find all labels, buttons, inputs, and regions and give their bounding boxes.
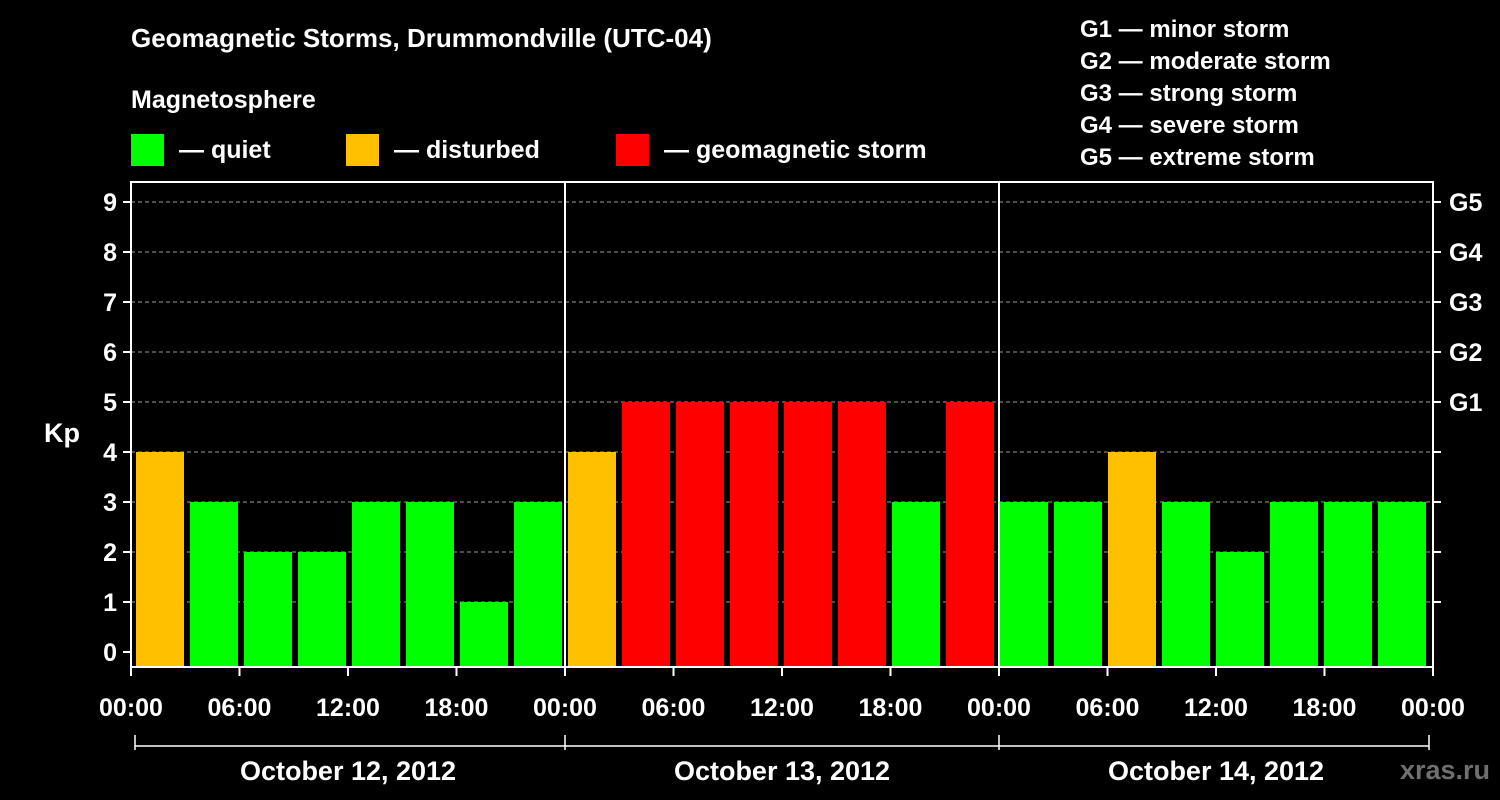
bar-1 — [190, 502, 238, 667]
bar-10 — [676, 402, 724, 667]
xtick-label-0: 00:00 — [99, 694, 163, 722]
bar-5 — [406, 502, 454, 667]
bar-12 — [784, 402, 832, 667]
bar-3 — [298, 552, 346, 667]
ytick-label-4: 4 — [103, 439, 117, 467]
right-label-g3: G3 — [1449, 289, 1482, 317]
bar-9 — [622, 402, 670, 667]
xtick-label-11: 18:00 — [1293, 694, 1357, 722]
bar-23 — [1378, 502, 1426, 667]
xtick-label-10: 12:00 — [1184, 694, 1248, 722]
legend-swatch-storm — [616, 134, 649, 166]
bar-14 — [892, 502, 940, 667]
xtick-label-2: 12:00 — [316, 694, 380, 722]
ytick-label-6: 6 — [103, 339, 117, 367]
ytick-label-0: 0 — [103, 639, 117, 667]
xtick-label-12: 00:00 — [1401, 694, 1465, 722]
chart-title: Geomagnetic Storms, Drummondville (UTC-0… — [131, 23, 712, 53]
ytick-label-5: 5 — [103, 389, 117, 417]
right-label-g1: G1 — [1449, 389, 1482, 417]
storm-scale-legend: G1 — minor storm G2 — moderate storm G3 … — [1080, 14, 1331, 174]
bar-11 — [730, 402, 778, 667]
xtick-label-6: 12:00 — [750, 694, 814, 722]
bar-7 — [514, 502, 562, 667]
legend-swatch-quiet — [131, 134, 164, 166]
legend-swatch-disturbed — [346, 134, 379, 166]
bar-6 — [460, 602, 508, 667]
xtick-label-4: 00:00 — [533, 694, 597, 722]
bar-18 — [1108, 452, 1156, 667]
legend-item-quiet: — quiet — [131, 134, 271, 166]
xtick-label-9: 06:00 — [1076, 694, 1140, 722]
watermark: xras.ru — [1399, 755, 1490, 785]
storm-scale-g1: G1 — minor storm — [1080, 16, 1290, 43]
bar-21 — [1270, 502, 1318, 667]
day-label-0: October 12, 2012 — [240, 756, 456, 786]
ytick-label-7: 7 — [103, 289, 117, 317]
ytick-label-2: 2 — [103, 539, 117, 567]
day-label-1: October 13, 2012 — [674, 756, 890, 786]
right-label-g4: G4 — [1449, 239, 1482, 267]
bar-8 — [568, 452, 616, 667]
legend-label-storm: — geomagnetic storm — [664, 136, 927, 164]
storm-scale-g2: G2 — moderate storm — [1080, 48, 1331, 75]
xtick-label-1: 06:00 — [208, 694, 272, 722]
xtick-label-8: 00:00 — [967, 694, 1031, 722]
bar-2 — [244, 552, 292, 667]
storm-scale-g3: G3 — strong storm — [1080, 80, 1298, 107]
bar-17 — [1054, 502, 1102, 667]
legend-item-storm: — geomagnetic storm — [616, 134, 927, 166]
y-axis-label: Kp — [44, 418, 80, 448]
ytick-label-8: 8 — [103, 239, 117, 267]
ytick-label-9: 9 — [103, 189, 117, 217]
xtick-label-5: 06:00 — [642, 694, 706, 722]
bar-4 — [352, 502, 400, 667]
chart-subtitle: Magnetosphere — [131, 86, 316, 114]
ytick-label-3: 3 — [103, 489, 117, 517]
storm-scale-g5: G5 — extreme storm — [1080, 144, 1315, 171]
bar-19 — [1162, 502, 1210, 667]
xtick-label-7: 18:00 — [859, 694, 923, 722]
storm-scale-g4: G4 — severe storm — [1080, 112, 1299, 139]
day-label-2: October 14, 2012 — [1108, 756, 1324, 786]
right-label-g2: G2 — [1449, 339, 1482, 367]
bar-22 — [1324, 502, 1372, 667]
bar-0 — [136, 452, 184, 667]
ytick-label-1: 1 — [103, 589, 117, 617]
legend-label-disturbed: — disturbed — [394, 136, 540, 164]
bar-15 — [946, 402, 994, 667]
right-label-g5: G5 — [1449, 189, 1482, 217]
xtick-label-3: 18:00 — [425, 694, 489, 722]
bar-20 — [1216, 552, 1264, 667]
legend-label-quiet: — quiet — [179, 136, 271, 164]
legend-item-disturbed: — disturbed — [346, 134, 540, 166]
bar-16 — [1000, 502, 1048, 667]
bar-13 — [838, 402, 886, 667]
